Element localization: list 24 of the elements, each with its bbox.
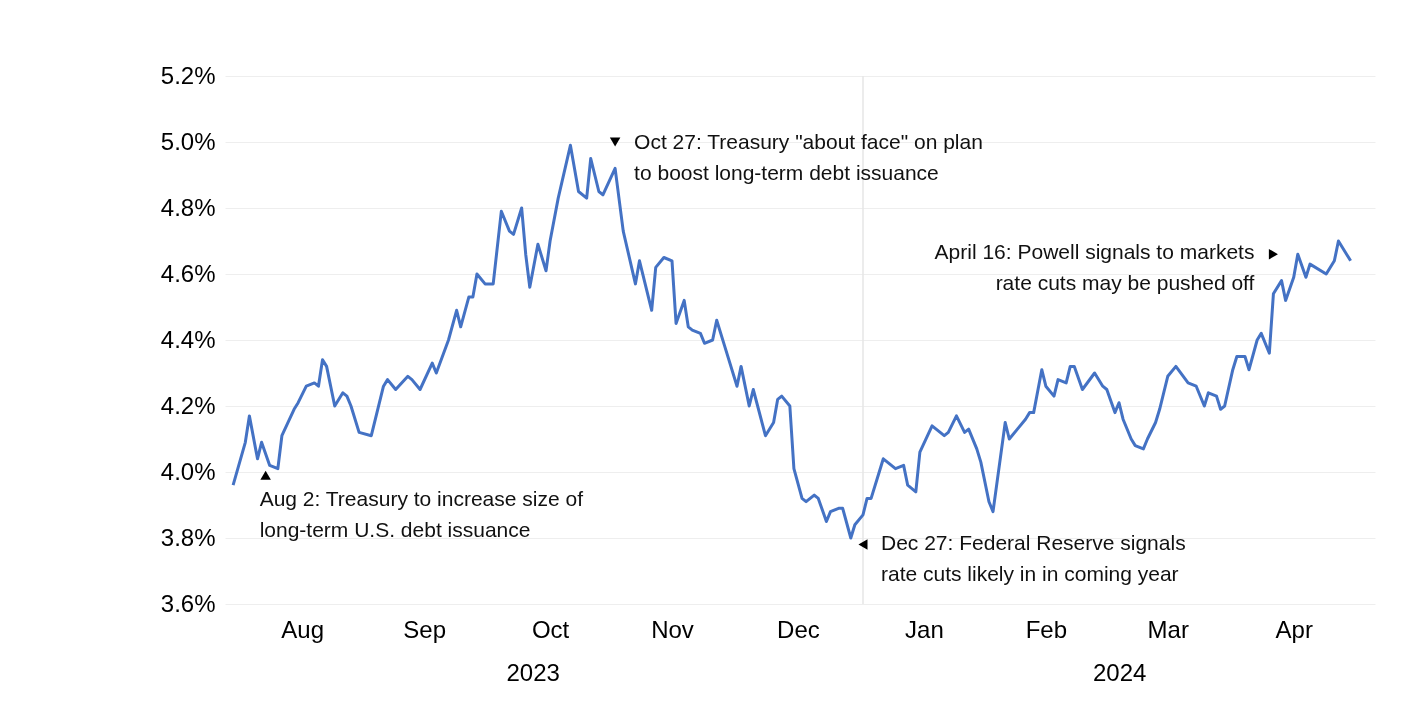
y-tick-label: 4.6% (160, 259, 216, 287)
x-tick-label: Mar (1147, 615, 1189, 643)
annotation: Aug 2: Treasury to increase size of long-term U.S. debt issuance (259, 487, 584, 542)
x-tick-label: Dec (777, 615, 820, 643)
annotation: Oct 27: Treasury "about face" on plan to boost long-term debt issuance (634, 130, 983, 184)
x-tick-label: Nov (651, 615, 694, 643)
x-tick-label: Oct (531, 615, 570, 643)
annotation: April 16: Powell signals to markets rate cuts may be pushed off (934, 240, 1255, 295)
text: 2023 (506, 659, 560, 686)
y-tick-label: 4.2% (160, 391, 216, 419)
y-tick-label: 3.6% (160, 589, 216, 617)
x-tick-label: Sep (403, 615, 446, 643)
annotation: Dec 27: Federal Reserve signals rate cuts likely in in coming year (880, 530, 1186, 585)
x-tick-label: Feb (1025, 615, 1068, 643)
x-tick-label: Aug (281, 615, 325, 643)
y-tick-label: 4.4% (160, 325, 216, 353)
y-tick-label: 4.0% (160, 457, 216, 485)
y-tick-label: 5.0% (160, 127, 216, 155)
x-tick-label: Apr (1275, 615, 1313, 643)
y-tick-label: 5.2% (160, 61, 216, 89)
y-tick-label: 4.8% (160, 193, 216, 221)
x-tick-label: Jan (905, 615, 944, 643)
text: 2024 (1093, 659, 1147, 686)
y-tick-label: 3.8% (160, 523, 216, 551)
